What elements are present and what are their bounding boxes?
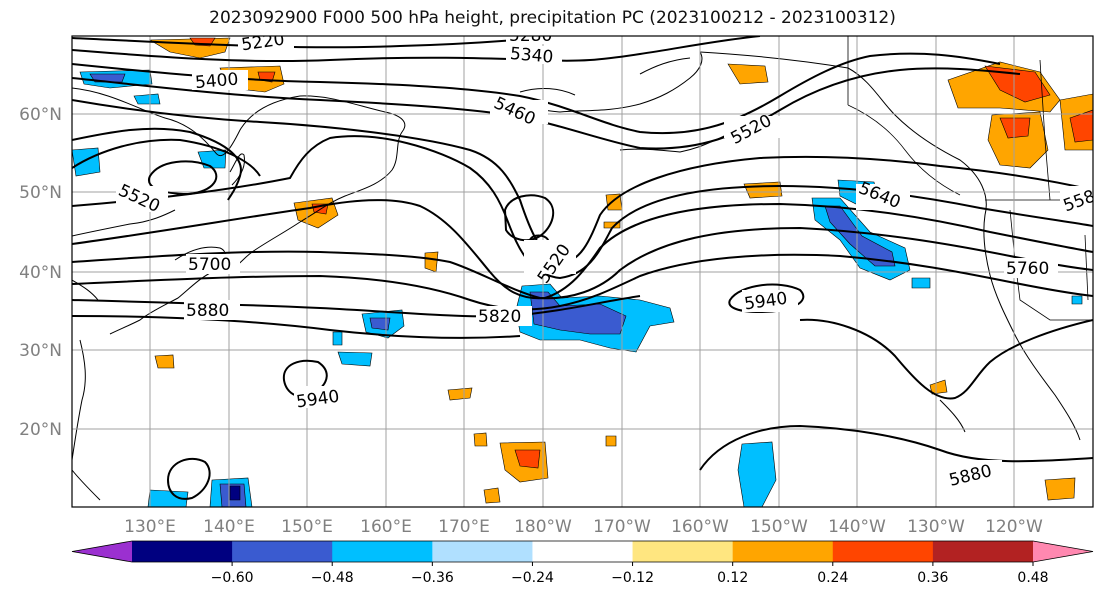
lon-label-120w: 120°W	[985, 517, 1043, 537]
contour-label-5760: 5760	[1006, 259, 1049, 279]
contour-label-5340: 5340	[509, 44, 554, 68]
lon-label-160w: 160°W	[671, 517, 729, 537]
colorbar-tick-label: −0.24	[511, 570, 554, 586]
colorbar-segment	[832, 541, 934, 562]
colorbar-tick-label: 0.12	[717, 570, 748, 586]
lon-label-140w: 140°W	[828, 517, 886, 537]
contour-label-5400: 5400	[194, 69, 239, 93]
colorbar-tick-label: 0.36	[917, 570, 948, 586]
lon-label-160e: 160°E	[360, 517, 412, 537]
colorbar-extend-low	[72, 541, 132, 562]
colorbar: −0.60 −0.48 −0.36 −0.24 −0.12 0.12 0.24 0.36 0.4…	[71, 540, 1094, 586]
lon-label-180w: 180°W	[514, 517, 572, 537]
lat-label-50n: 50°N	[19, 183, 62, 203]
lat-label-60n: 60°N	[19, 105, 62, 125]
lat-label-40n: 40°N	[19, 263, 62, 283]
lon-label-150e: 150°E	[281, 517, 333, 537]
precip-negative	[72, 69, 1083, 507]
contour-label-5820: 5820	[478, 307, 521, 327]
lon-label-150w: 150°W	[750, 517, 808, 537]
lon-label-130e: 130°E	[124, 517, 176, 537]
colorbar-tick-label: −0.36	[411, 570, 454, 586]
contour-label-5700: 5700	[188, 255, 231, 275]
colorbar-tick-label: 0.48	[1017, 570, 1048, 586]
colorbar-segment	[932, 541, 1034, 562]
colorbar-extend-high	[1033, 541, 1093, 562]
lon-label-170w: 170°W	[593, 517, 651, 537]
lon-label-130w: 130°W	[907, 517, 965, 537]
lon-label-140e: 140°E	[203, 517, 255, 537]
lat-label-20n: 20°N	[19, 420, 62, 440]
colorbar-tick-label: −0.12	[611, 570, 654, 586]
colorbar-segment	[232, 541, 333, 562]
lat-label-30n: 30°N	[19, 341, 62, 361]
colorbar-segment	[632, 541, 734, 562]
colorbar-segment	[432, 541, 533, 562]
plot-frame	[71, 35, 1094, 508]
colorbar-outline	[71, 540, 1094, 563]
colorbar-tick-label: −0.48	[311, 570, 354, 586]
colorbar-segment	[732, 541, 834, 562]
latitude-labels: 60°N 50°N 40°N 30°N 20°N	[19, 105, 62, 440]
longitude-labels: 130°E 140°E 150°E 160°E 170°E 180°W 170°…	[124, 517, 1043, 537]
colorbar-segment	[532, 541, 634, 562]
colorbar-segment	[132, 541, 233, 562]
lon-label-170e: 170°E	[438, 517, 490, 537]
contour-label-5880-west: 5880	[186, 301, 229, 321]
contour-label-5220: 5220	[240, 30, 286, 56]
colorbar-segment	[332, 541, 433, 562]
contour-label-5280: 5280	[509, 26, 552, 46]
map-title: 2023092900 F000 500 hPa height, precipit…	[209, 8, 896, 28]
colorbar-tick-label: 0.24	[817, 570, 848, 586]
colorbar-tick-label: −0.60	[211, 570, 254, 586]
